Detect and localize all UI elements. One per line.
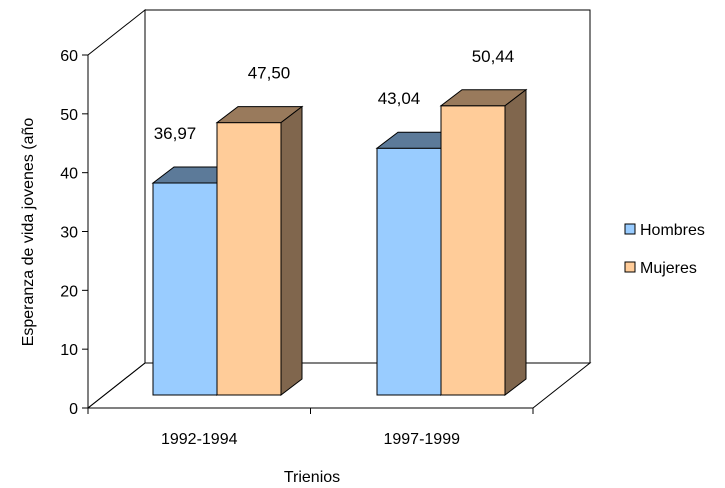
bar-front-mujeres xyxy=(216,122,282,396)
x-axis-ticks: 1992-1994 1997-1999 xyxy=(87,408,534,448)
x-axis-title: Trienios xyxy=(284,469,340,486)
x-tick-label: 1997-1999 xyxy=(383,431,460,448)
y-axis-title: Esperanza de vida jovenes (año xyxy=(20,118,37,347)
data-label: 47,50 xyxy=(248,64,291,83)
legend-swatch-hombres xyxy=(624,223,636,235)
y-tick-label: 60 xyxy=(60,48,78,65)
y-tick-label: 0 xyxy=(69,401,78,418)
y-tick-label: 20 xyxy=(60,283,78,300)
legend-swatch-mujeres xyxy=(624,261,636,273)
legend: Hombres Mujeres xyxy=(624,222,705,277)
bars xyxy=(151,88,528,397)
data-label: 43,04 xyxy=(378,89,421,108)
bar-front-hombres xyxy=(152,182,218,396)
bar-side-mujeres xyxy=(504,88,527,397)
x-tick-label: 1992-1994 xyxy=(161,431,238,448)
y-tick-label: 50 xyxy=(60,107,78,124)
data-label: 36,97 xyxy=(154,124,197,143)
bar-front-mujeres xyxy=(440,105,506,396)
y-tick-label: 30 xyxy=(60,225,78,242)
data-labels: 36,97 47,50 43,04 50,44 xyxy=(154,47,515,143)
floor xyxy=(86,362,592,409)
data-label: 50,44 xyxy=(472,47,515,66)
bar-front-hombres xyxy=(376,147,442,396)
legend-label-hombres: Hombres xyxy=(640,222,705,239)
side-wall xyxy=(87,8,146,410)
y-axis-ticks: 0 10 20 30 40 50 60 xyxy=(60,48,88,418)
legend-label-mujeres: Mujeres xyxy=(640,260,697,277)
y-tick-label: 10 xyxy=(60,342,78,359)
bar-side-mujeres xyxy=(280,105,303,397)
y-tick-label: 40 xyxy=(60,166,78,183)
